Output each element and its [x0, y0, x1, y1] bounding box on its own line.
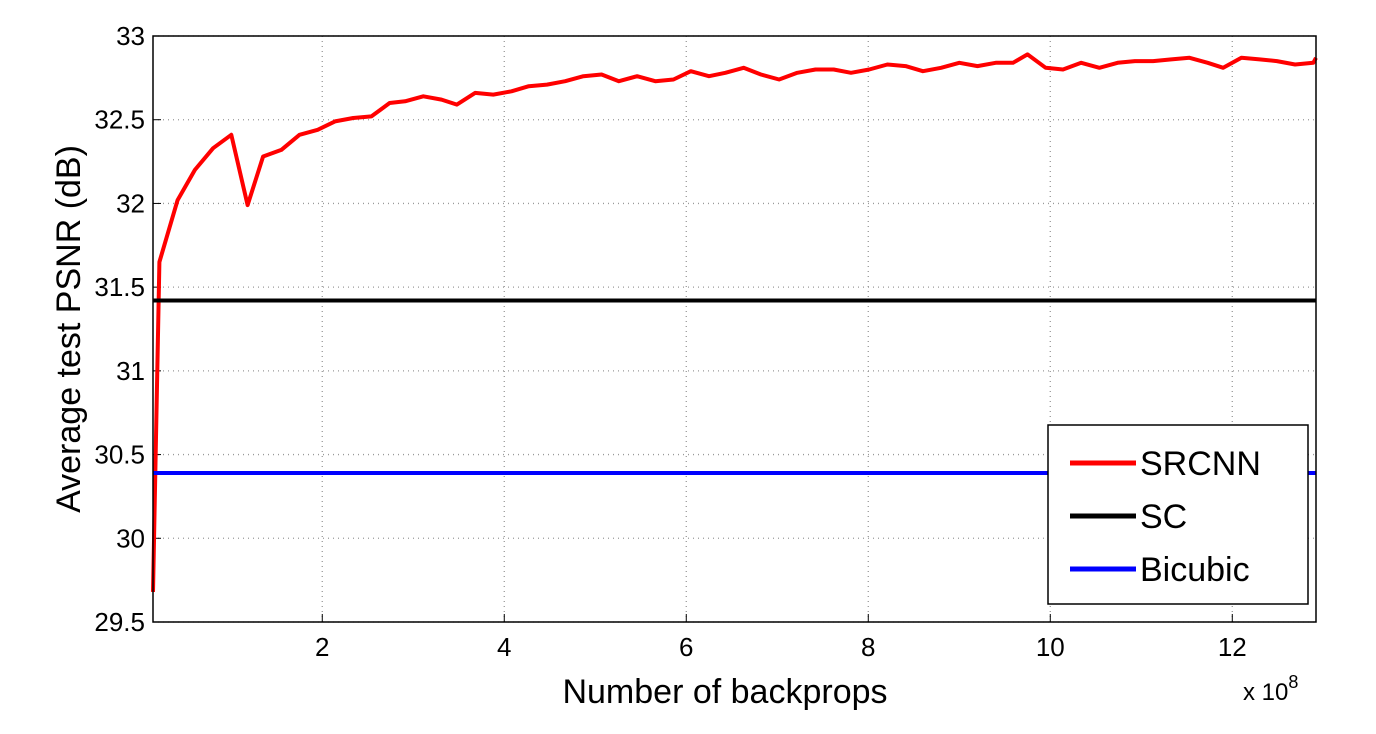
x-scale-base: x 10 [1243, 679, 1288, 706]
x-tick-label: 6 [679, 632, 693, 662]
x-tick-label: 12 [1218, 632, 1247, 662]
x-tick-label: 8 [861, 632, 875, 662]
y-tick-label: 31 [116, 356, 145, 386]
series-line [151, 52, 1318, 592]
x-scale-label: x 108 [1243, 672, 1298, 706]
x-scale-exponent: 8 [1288, 672, 1298, 692]
y-tick-label: 32 [116, 188, 145, 218]
y-axis-label: Average test PSNR (dB) [50, 145, 88, 513]
x-tick-label: 4 [497, 632, 511, 662]
x-axis-label: Number of backprops [562, 673, 887, 711]
legend-label: SC [1140, 498, 1187, 536]
y-tick-label: 32.5 [94, 105, 145, 135]
y-tick-label: 33 [116, 21, 145, 51]
x-tick-label: 2 [315, 632, 329, 662]
legend-label: SRCNN [1140, 445, 1261, 483]
legend-label: Bicubic [1140, 551, 1250, 589]
y-tick-label: 31.5 [94, 272, 145, 302]
y-tick-label: 30 [116, 523, 145, 553]
x-tick-label: 10 [1036, 632, 1065, 662]
y-tick-label: 30.5 [94, 440, 145, 470]
plot-border [152, 35, 1317, 623]
y-tick-label: 29.5 [94, 607, 145, 637]
